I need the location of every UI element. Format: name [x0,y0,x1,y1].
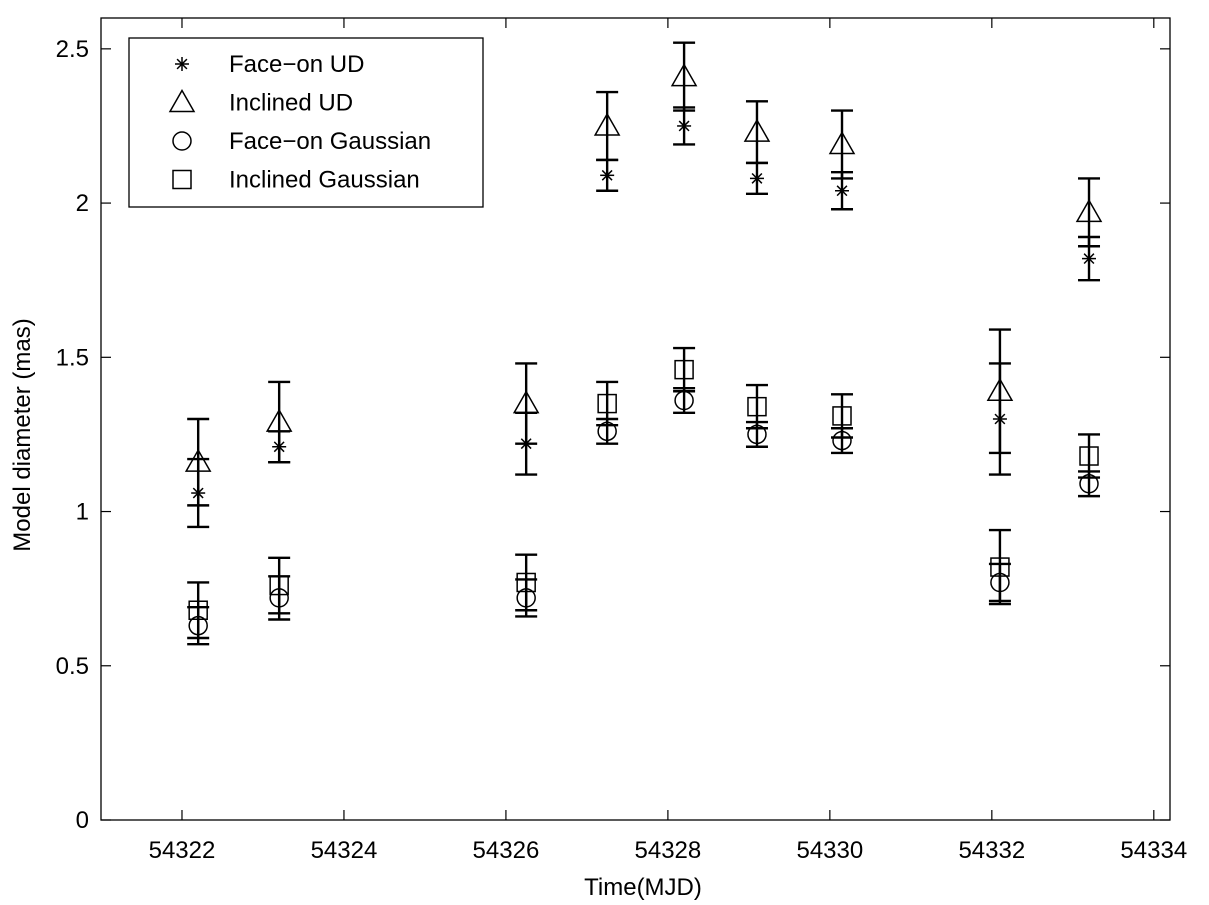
error-bar [268,380,291,464]
legend-label: Inclined UD [229,90,353,117]
data-point-square [188,600,208,620]
plot-area-border [100,17,1171,821]
error-bar [745,100,768,165]
error-bar [187,581,210,640]
x-tick-label: 54322 [149,837,216,864]
error-bar [673,41,696,112]
data-point-square [832,406,852,426]
data-point-triangle [593,112,621,136]
error-bar [515,362,538,445]
data-point-asterisk [835,183,850,198]
legend: Face−on UD Inclined UD Face−on Gaussian Inc… [128,37,484,208]
x-tick-label: 54330 [796,837,863,864]
x-tick-label: 54324 [311,837,378,864]
legend-item: Face−on UD [175,51,364,78]
y-tick-label: 0.5 [56,653,89,680]
data-point-asterisk [1082,251,1097,266]
error-bar [596,380,619,427]
data-point-square [516,572,536,593]
data-point-square [269,575,289,596]
data-point-triangle [743,118,771,142]
data-point-triangle [265,408,293,432]
series-circle [187,386,1101,646]
error-bar [745,383,768,430]
data-point-triangle [512,390,540,414]
data-point-asterisk [600,168,615,183]
x-axis-label: Time(MJD) [584,874,702,901]
data-point-square [747,396,767,417]
data-point-square [1079,446,1099,466]
x-tick-label: 54328 [635,837,702,864]
series-triangle [184,41,1103,507]
x-tick-label: 54332 [958,837,1025,864]
legend-box [128,37,484,208]
error-bar [1078,433,1101,479]
y-tick-label: 2.5 [56,36,89,63]
data-point-square [990,557,1010,577]
legend-marker-square [172,169,192,190]
data-series [184,41,1103,646]
error-bar [673,346,696,393]
error-bar [187,417,210,507]
y-tick-label: 1 [76,499,89,526]
legend-item: Inclined UD [168,88,353,117]
legend-marker-triangle [168,88,196,113]
data-point-triangle [1075,198,1103,223]
y-axis: 0 0.5 1 1.5 2 2.5 [56,36,1170,834]
error-bar [831,393,854,439]
legend-marker-asterisk [175,57,189,71]
x-tick-label: 54326 [473,837,540,864]
data-point-square [674,359,694,380]
y-axis-label: Model diameter (mas) [9,318,36,551]
legend-item: Face−on Gaussian [172,128,431,155]
y-tick-label: 1.5 [56,344,89,371]
data-point-asterisk [677,118,692,133]
x-axis: 54322 54324 54326 54328 54330 54332 54334 [149,18,1187,864]
error-bar [268,556,291,615]
data-point-asterisk [749,171,764,186]
error-bar [1078,177,1101,248]
y-tick-label: 2 [76,190,89,217]
data-point-triangle [828,130,856,155]
x-tick-label: 54334 [1120,837,1187,864]
legend-marker-circle [172,131,192,151]
legend-item: Inclined Gaussian [172,167,420,194]
error-bar [988,528,1011,606]
data-point-square [597,393,617,414]
legend-label: Inclined Gaussian [229,167,420,194]
data-point-triangle [184,448,212,472]
error-bar [831,109,854,180]
legend-label: Face−on Gaussian [229,128,431,155]
legend-label: Face−on UD [229,51,364,78]
error-bar [515,553,538,612]
data-point-triangle [986,377,1014,401]
data-point-triangle [670,63,698,87]
error-bar [988,328,1011,455]
y-tick-label: 0 [76,807,89,834]
plot-frame [100,17,1171,821]
error-bar [596,90,619,162]
series-square [187,346,1101,640]
